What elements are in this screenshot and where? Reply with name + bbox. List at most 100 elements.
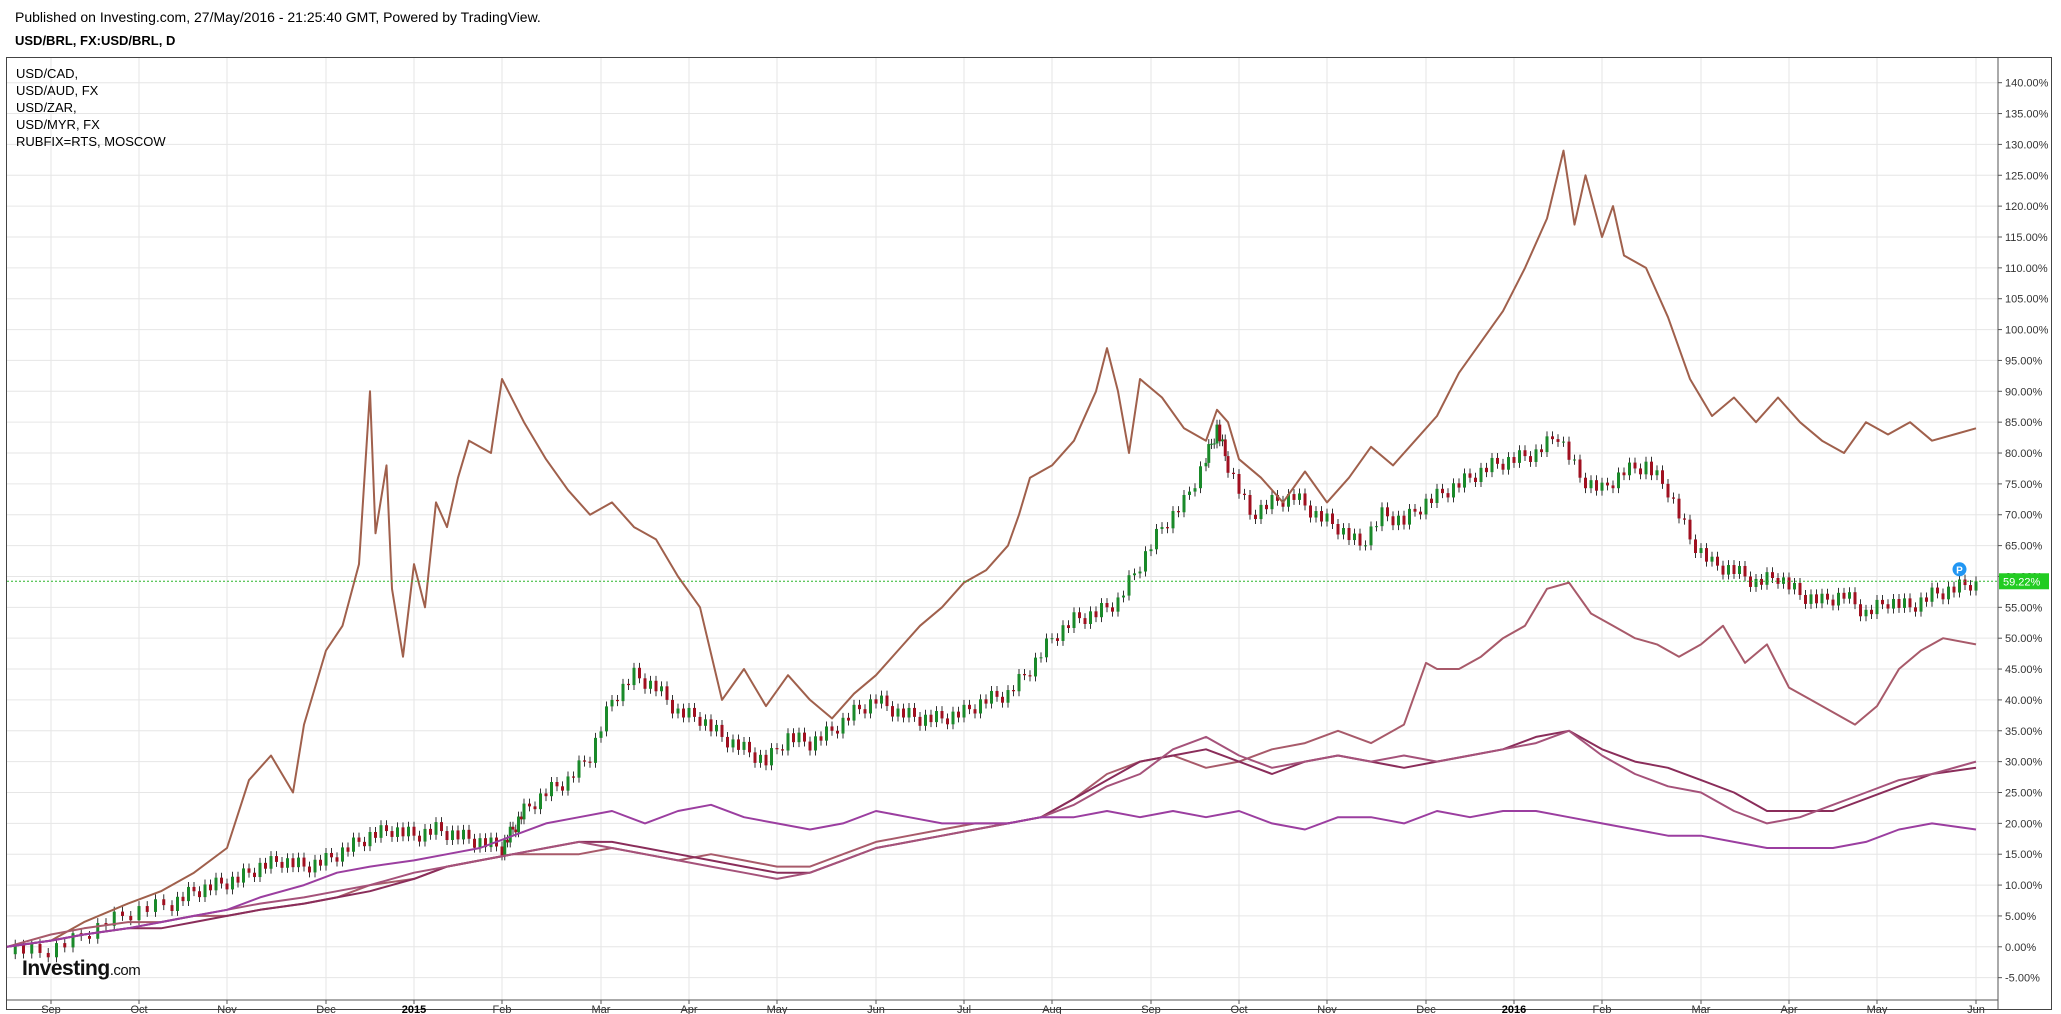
candle-body <box>1391 516 1395 526</box>
legend-item[interactable]: USD/CAD, <box>16 66 79 81</box>
candle-body <box>1061 625 1065 641</box>
candle-body <box>13 944 17 955</box>
candle-body <box>797 732 801 743</box>
candle-body <box>1006 690 1010 703</box>
candle-body <box>577 760 581 778</box>
candle-body <box>1364 545 1367 547</box>
x-tick-label: Aug <box>1042 1004 1062 1014</box>
candle-body <box>1661 470 1664 484</box>
candle-body <box>1017 673 1021 692</box>
candle-body <box>1133 573 1136 576</box>
candle-body <box>1232 472 1235 475</box>
candle-body <box>1435 488 1439 504</box>
candle-body <box>1743 565 1747 577</box>
candle-body <box>1826 593 1829 600</box>
x-tick-label: Apr <box>1780 1004 1797 1014</box>
candle-body <box>918 716 922 726</box>
candle-body <box>550 781 553 797</box>
candle-body <box>297 857 300 868</box>
candle-body <box>594 737 597 763</box>
candle-body <box>1848 592 1851 599</box>
legend-item[interactable]: USD/AUD, FX <box>16 83 99 98</box>
candle-body <box>55 943 58 958</box>
legend-item[interactable]: USD/ZAR, <box>16 100 77 115</box>
candle-body <box>555 781 559 787</box>
candle-body <box>434 822 438 835</box>
candle-body <box>253 872 256 878</box>
candle-body <box>1353 533 1356 541</box>
candle-body <box>63 943 67 948</box>
candle-body <box>1325 513 1329 522</box>
y-tick-label: 0.00% <box>2005 942 2036 954</box>
candle-body <box>1815 594 1818 604</box>
candle-body <box>489 837 493 848</box>
candle-body <box>561 786 564 791</box>
candle-body <box>1281 500 1285 507</box>
investing-logo[interactable]: Investing.com <box>22 957 141 981</box>
candle-body <box>1782 577 1785 584</box>
candle-body <box>979 699 982 714</box>
candle-body <box>929 714 933 723</box>
candle-body <box>946 718 949 725</box>
candle-body <box>1155 528 1158 550</box>
y-tick-label: 10.00% <box>2005 880 2043 892</box>
x-tick-label: Mar <box>1692 1004 1711 1014</box>
candle-body <box>1248 494 1252 515</box>
candle-body <box>1094 611 1098 618</box>
candle-body <box>38 944 42 953</box>
candle-body <box>1897 598 1901 608</box>
candle-body <box>863 709 867 714</box>
candle-body <box>1468 473 1472 478</box>
candle-body <box>704 719 707 726</box>
legend-item[interactable]: USD/MYR, FX <box>16 117 100 132</box>
y-tick-label: 75.00% <box>2005 479 2043 491</box>
candle-body <box>1699 548 1703 554</box>
y-tick-label: 100.00% <box>2005 325 2049 337</box>
candle-body <box>885 695 889 707</box>
candle-body <box>880 695 883 704</box>
candle-body <box>396 827 399 837</box>
y-tick-label: 50.00% <box>2005 633 2043 645</box>
candle-body <box>346 847 350 852</box>
candle-body <box>1853 592 1857 605</box>
y-tick-label: 135.00% <box>2005 109 2049 121</box>
candle-body <box>451 830 454 841</box>
candle-body <box>1870 609 1873 615</box>
y-tick-label: 90.00% <box>2005 386 2043 398</box>
candle-body <box>242 868 245 883</box>
candle-body <box>1617 472 1620 489</box>
candle-body <box>1039 657 1043 659</box>
candle-body <box>957 711 960 718</box>
candle-body <box>572 776 575 778</box>
candle-body <box>599 731 603 738</box>
candle-body <box>951 711 955 725</box>
candle-body <box>632 667 636 686</box>
candle-body <box>313 859 317 873</box>
candle-body <box>1914 607 1917 612</box>
candle-body <box>649 680 652 689</box>
candle-body <box>1952 586 1956 593</box>
candle-body <box>129 915 133 921</box>
y-tick-label: -5.00% <box>2005 973 2040 985</box>
candle-body <box>1787 577 1791 590</box>
candle-body <box>1705 548 1708 562</box>
candle-body <box>836 730 839 734</box>
candle-body <box>671 699 674 714</box>
candle-body <box>1831 599 1835 606</box>
candle-body <box>748 741 751 753</box>
candle-body <box>1259 504 1263 520</box>
candle-body <box>1166 527 1169 529</box>
candle-body <box>522 803 526 820</box>
candle-body <box>1655 470 1659 476</box>
candle-body <box>1589 480 1593 489</box>
candle-body <box>1342 528 1345 535</box>
x-tick-label: Oct <box>130 1004 147 1014</box>
candle-body <box>1188 491 1191 495</box>
candle-body <box>1177 511 1180 513</box>
candle-body <box>1606 482 1609 486</box>
candle-body <box>1419 511 1422 515</box>
candle-body <box>1727 565 1730 575</box>
candle-body <box>786 733 790 751</box>
legend-item[interactable]: RUBFIX=RTS, MOSCOW <box>16 134 166 149</box>
